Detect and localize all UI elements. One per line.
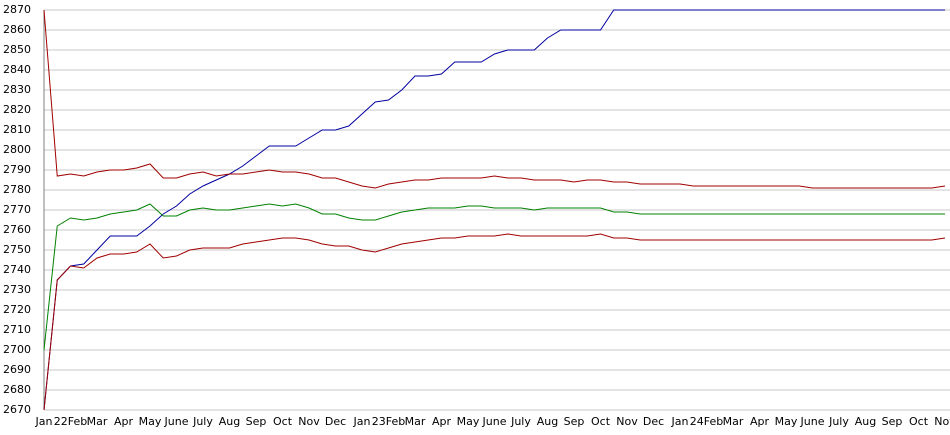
y-tick-label: 2820 [3,103,31,116]
y-tick-label: 2790 [3,163,31,176]
x-tick-label: Apr [114,415,134,428]
y-tick-label: 2800 [3,143,31,156]
x-tick-label: 24Feb [690,415,723,428]
y-tick-label: 2860 [3,23,31,36]
x-tick-label: Dec [643,415,664,428]
x-tick-label: Nov [934,415,950,428]
x-tick-label: Apr [750,415,770,428]
y-tick-label: 2850 [3,43,31,56]
x-tick-label: Sep [564,415,585,428]
x-tick-label: Oct [273,415,293,428]
x-tick-label: Oct [591,415,611,428]
x-tick-label: June [482,415,507,428]
y-tick-label: 2680 [3,383,31,396]
x-tick-label: Aug [219,415,240,428]
y-tick-label: 2770 [3,203,31,216]
series-line [43,9,945,411]
x-tick-label: Mar [405,415,426,428]
y-tick-label: 2720 [3,303,31,316]
x-tick-label: Oct [909,415,929,428]
x-tick-label: Aug [537,415,558,428]
y-tick-label: 2730 [3,283,31,296]
x-tick-label: July [192,415,213,428]
x-tick-label: Jan [671,415,689,428]
x-tick-label: Nov [616,415,638,428]
x-tick-label: Aug [855,415,876,428]
y-tick-label: 2710 [3,323,31,336]
series-line [43,203,945,351]
y-tick-label: 2760 [3,223,31,236]
x-tick-label: May [139,415,162,428]
x-tick-label: 22Feb [54,415,87,428]
y-tick-label: 2840 [3,63,31,76]
x-tick-label: Jan [353,415,371,428]
x-tick-label: June [800,415,825,428]
y-tick-label: 2780 [3,183,31,196]
x-tick-label: Nov [298,415,320,428]
y-tick-label: 2750 [3,243,31,256]
y-tick-label: 2830 [3,83,31,96]
x-tick-label: 23Feb [372,415,405,428]
y-tick-label: 2670 [3,403,31,416]
y-tick-label: 2870 [3,3,31,16]
x-tick-label: June [164,415,189,428]
series-line [43,9,946,189]
x-tick-label: Apr [432,415,452,428]
y-tick-label: 2740 [3,263,31,276]
x-tick-label: Dec [325,415,346,428]
x-tick-label: Jan [35,415,53,428]
series-line [43,233,946,411]
y-tick-label: 2690 [3,363,31,376]
y-tick-label: 2700 [3,343,31,356]
x-tick-label: May [775,415,798,428]
x-tick-label: Mar [723,415,744,428]
y-tick-label: 2810 [3,123,31,136]
x-tick-label: Mar [87,415,108,428]
x-tick-label: July [828,415,849,428]
x-tick-label: July [510,415,531,428]
x-tick-label: May [457,415,480,428]
x-tick-label: Sep [882,415,903,428]
x-tick-label: Sep [246,415,267,428]
